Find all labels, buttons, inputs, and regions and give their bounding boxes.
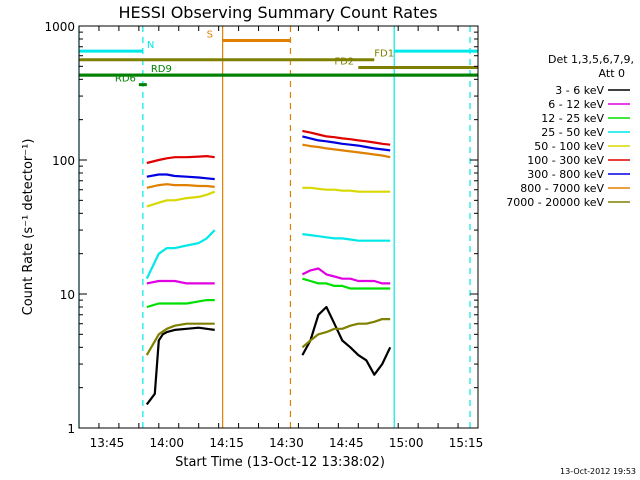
series-line-3-6-kev-seg1 xyxy=(301,305,392,376)
flag-label-n: N xyxy=(147,40,154,51)
x-axis: 13:45 14:00 14:15 14:30 14:45 15:00 15:15 xyxy=(78,26,484,450)
series-line-100-300-kev-seg1 xyxy=(302,129,391,146)
series-line-7000-20000-kev-seg1 xyxy=(301,318,391,349)
series-line-3-6-kev-seg0 xyxy=(145,326,215,406)
series-line-25-50-kev-seg1 xyxy=(302,233,391,242)
vertical-markers xyxy=(78,26,471,428)
plot-frame xyxy=(78,25,479,429)
flag-label-s: S xyxy=(207,29,213,40)
flag-label-rd6: RD6 xyxy=(115,74,136,85)
series-line-6-12-kev-seg1 xyxy=(301,267,391,285)
series-line-6-12-kev-seg0 xyxy=(146,279,215,285)
series-line-800-7000-kev-seg1 xyxy=(302,143,391,159)
legend-label-25-50-kev: 25 - 50 keV xyxy=(541,126,604,139)
chart-title: HESSI Observing Summary Count Rates xyxy=(118,3,437,22)
x-tick-label: 14:15 xyxy=(209,436,244,450)
y-tick-label: 1000 xyxy=(44,20,75,34)
timestamp: 13-Oct-2012 19:53 xyxy=(560,467,636,476)
legend-header-attenuator: Att 0 xyxy=(599,67,625,80)
legend-label-7000-20000-kev: 7000 - 20000 keV xyxy=(506,196,604,209)
x-axis-label: Start Time (13-Oct-12 13:38:02) xyxy=(175,455,385,470)
series-line-100-300-kev-seg0 xyxy=(146,155,215,165)
x-tick-label: 14:30 xyxy=(269,436,304,450)
legend-label-300-800-kev: 300 - 800 keV xyxy=(527,168,604,181)
series-line-12-25-kev-seg1 xyxy=(302,277,391,290)
flag-label-fd2: FD2 xyxy=(334,57,354,68)
series-line-300-800-kev-seg0 xyxy=(146,173,215,181)
x-tick-label: 15:00 xyxy=(389,436,424,450)
y-axis: 1 10 100 1000 xyxy=(44,20,478,436)
flag-label-fd1: FD1 xyxy=(374,49,394,60)
legend-label-100-300-kev: 100 - 300 keV xyxy=(527,154,604,167)
series-line-800-7000-kev-seg0 xyxy=(146,183,215,189)
legend-label-3-6-kev: 3 - 6 keV xyxy=(555,84,604,97)
series-line-12-25-kev-seg0 xyxy=(146,299,215,309)
y-tick-label: 1 xyxy=(67,422,75,436)
y-axis-label: Count Rate (s⁻¹ detector⁻¹) xyxy=(21,139,36,316)
legend-label-800-7000-kev: 800 - 7000 keV xyxy=(520,182,604,195)
flag-bars: N S FD1 FD2 RD6 RD9 xyxy=(79,29,478,87)
series-line-25-50-kev-seg0 xyxy=(145,229,216,280)
legend-label-12-25-kev: 12 - 25 keV xyxy=(541,112,604,125)
legend-label-6-12-kev: 6 - 12 keV xyxy=(548,98,604,111)
legend-label-50-100-kev: 50 - 100 keV xyxy=(534,140,604,153)
x-tick-label: 14:45 xyxy=(329,436,364,450)
x-tick-label: 14:00 xyxy=(149,436,184,450)
flag-label-rd9: RD9 xyxy=(151,64,172,75)
series-line-7000-20000-kev-seg0 xyxy=(145,322,215,356)
series-line-50-100-kev-seg0 xyxy=(146,190,216,208)
series-group xyxy=(145,129,392,406)
y-tick-label: 100 xyxy=(52,154,75,168)
series-line-50-100-kev-seg1 xyxy=(302,186,391,193)
x-tick-label: 13:45 xyxy=(90,436,125,450)
y-tick-label: 10 xyxy=(60,288,75,302)
series-line-300-800-kev-seg1 xyxy=(302,135,391,152)
legend-header-detectors: Det 1,3,5,6,7,9, xyxy=(548,53,634,66)
x-tick-label: 15:15 xyxy=(449,436,484,450)
